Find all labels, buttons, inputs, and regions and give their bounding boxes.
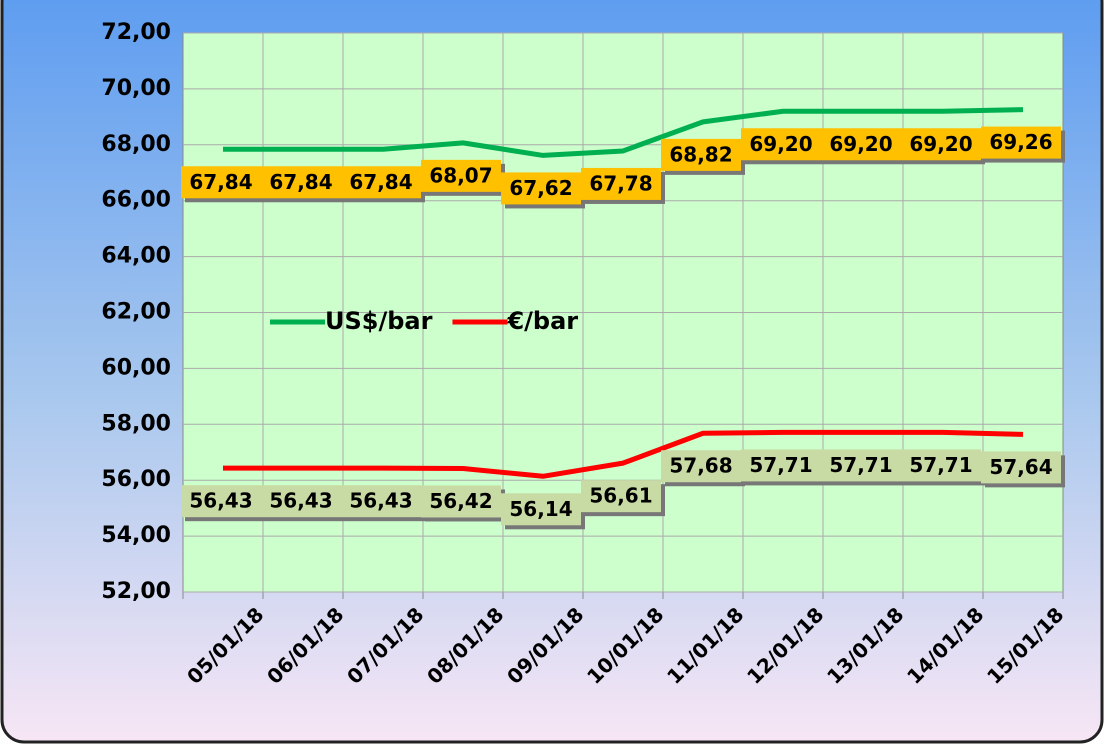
value-label-box (661, 138, 741, 171)
value-label-box (981, 451, 1061, 484)
value-label-box (901, 128, 981, 161)
value-label: 57,64 (989, 455, 1052, 479)
value-label: 57,71 (829, 453, 892, 477)
value-label-box (981, 126, 1061, 159)
y-tick-label: 56,00 (101, 467, 171, 492)
value-label-box (581, 167, 661, 200)
value-label-box (421, 159, 501, 192)
value-label-box (821, 128, 901, 161)
y-tick-label: 68,00 (101, 132, 171, 157)
value-label-box (661, 450, 741, 483)
legend-label: US$/bar (325, 307, 433, 335)
value-label-box (901, 449, 981, 482)
value-label-box (501, 172, 581, 205)
value-label: 67,84 (269, 170, 332, 194)
legend-label: €/bar (506, 307, 578, 335)
y-tick-label: 66,00 (101, 188, 171, 213)
y-tick-label: 72,00 (101, 20, 171, 45)
value-label: 56,43 (189, 489, 252, 513)
value-label: 56,43 (349, 489, 412, 513)
value-label: 67,84 (189, 170, 252, 194)
y-tick-label: 52,00 (101, 579, 171, 604)
y-tick-label: 64,00 (101, 244, 171, 269)
value-label-box (341, 166, 421, 199)
value-label-box (181, 485, 261, 518)
value-label: 57,71 (749, 453, 812, 477)
value-label: 69,26 (989, 130, 1052, 154)
value-label: 67,84 (349, 170, 412, 194)
value-label: 67,78 (589, 171, 652, 195)
value-label: 68,82 (669, 142, 732, 166)
value-label: 56,43 (269, 489, 332, 513)
value-label-box (261, 166, 341, 199)
value-label-box (341, 485, 421, 518)
value-label-box (821, 449, 901, 482)
y-tick-label: 62,00 (101, 300, 171, 325)
value-label: 68,07 (429, 163, 492, 187)
value-label-box (501, 493, 581, 526)
y-tick-label: 60,00 (101, 355, 171, 380)
value-label-box (261, 485, 341, 518)
value-label: 69,20 (829, 132, 892, 156)
value-label: 57,71 (909, 453, 972, 477)
value-label-box (741, 128, 821, 161)
y-tick-label: 54,00 (101, 523, 171, 548)
value-label: 57,68 (669, 454, 732, 478)
value-label: 56,61 (589, 484, 652, 508)
value-label-box (741, 449, 821, 482)
y-tick-label: 58,00 (101, 411, 171, 436)
value-label-box (421, 485, 501, 518)
value-label-box (181, 166, 261, 199)
y-tick-label: 70,00 (101, 76, 171, 101)
value-label: 69,20 (909, 132, 972, 156)
value-label-box (581, 480, 661, 513)
value-label: 56,42 (429, 489, 492, 513)
value-label: 56,14 (509, 497, 572, 521)
value-label: 67,62 (509, 176, 572, 200)
line (223, 429, 1024, 479)
value-label: 69,20 (749, 132, 812, 156)
line (223, 107, 1024, 158)
